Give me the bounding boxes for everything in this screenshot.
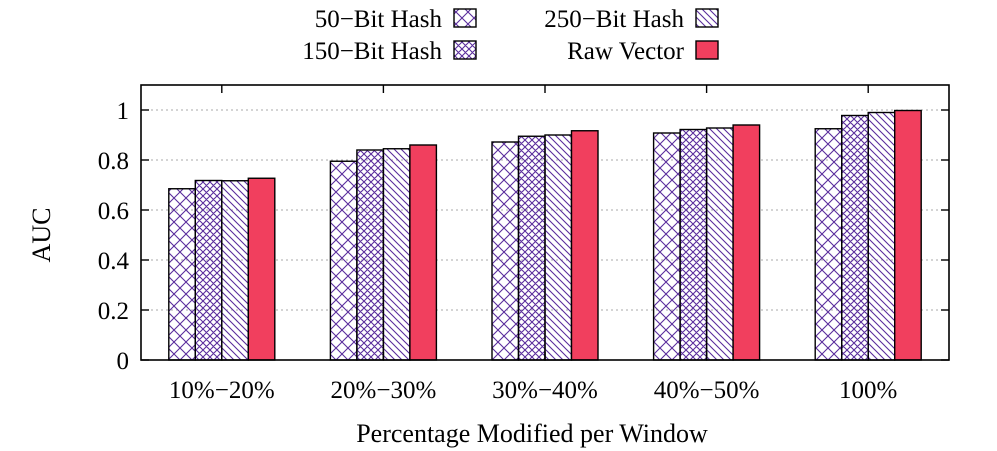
x-tick-label: 100% [839, 377, 897, 404]
bar-raw-vector-20-30 [409, 145, 437, 360]
legend-label-50-bit-hash: 50−Bit Hash [315, 6, 443, 33]
bar-raw-vector-40-50 [733, 125, 760, 360]
bar-250-bit-hash-100 [868, 112, 895, 360]
bar-250-bit-hash-10-20 [221, 180, 249, 360]
y-tick-label: 0.8 [98, 148, 129, 175]
x-tick-label: 30%−40% [492, 377, 598, 404]
bar-150-bit-hash-30-40 [518, 136, 545, 360]
x-axis: 10%−20% 20%−30% 30%−40% 40%−50% 100% [169, 85, 897, 404]
bar-150-bit-hash-40-50 [680, 129, 707, 360]
legend-label-150-bit-hash: 150−Bit Hash [302, 38, 442, 65]
y-tick-label: 0.4 [98, 248, 130, 275]
y-axis-title: AUC [27, 208, 56, 263]
bar-raw-vector-30-40 [571, 130, 598, 360]
bars [168, 109, 922, 361]
bar-50-bit-hash-40-50 [653, 133, 681, 360]
bar-250-bit-hash-20-30 [383, 148, 410, 360]
y-tick-label: 1 [117, 98, 130, 125]
legend-swatch-250-bit-hash [696, 9, 718, 27]
bar-250-bit-hash-30-40 [545, 135, 572, 360]
x-tick-label: 40%−50% [654, 377, 760, 404]
bar-50-bit-hash-100 [815, 128, 842, 360]
y-tick-label: 0.2 [98, 298, 129, 325]
legend-swatch-outline [453, 40, 477, 60]
x-axis-title: Percentage Modified per Window [356, 419, 708, 448]
legend-label-raw-vector: Raw Vector [567, 38, 685, 65]
bar-150-bit-hash-100 [841, 115, 869, 360]
legend-swatch-raw-vector [696, 41, 718, 59]
bar-50-bit-hash-10-20 [168, 188, 196, 360]
bar-150-bit-hash-10-20 [195, 180, 222, 360]
x-tick-label: 20%−30% [331, 377, 437, 404]
bar-50-bit-hash-20-30 [330, 161, 357, 360]
legend: 50−Bit Hash 150−Bit Hash 250−Bit Hash Raw V… [302, 6, 719, 65]
bar-150-bit-hash-20-30 [356, 150, 384, 360]
bar-raw-vector-100 [894, 110, 922, 360]
bar-250-bit-hash-40-50 [706, 128, 734, 360]
legend-swatch-150-bit-hash [454, 41, 476, 59]
legend-swatch-50-bit-hash [454, 9, 476, 27]
legend-swatch-outline [695, 40, 719, 60]
bar-raw-vector-10-20 [248, 178, 275, 360]
y-axis: 0 0.2 0.4 0.6 0.8 1 [98, 98, 949, 375]
y-tick-label: 0 [117, 348, 130, 375]
legend-swatch-outline [453, 8, 477, 28]
legend-swatch-outline [695, 8, 719, 28]
y-tick-label: 0.6 [98, 198, 129, 225]
legend-label-250-bit-hash: 250−Bit Hash [544, 6, 684, 33]
x-tick-label: 10%−20% [169, 377, 275, 404]
bar-50-bit-hash-30-40 [492, 142, 519, 360]
